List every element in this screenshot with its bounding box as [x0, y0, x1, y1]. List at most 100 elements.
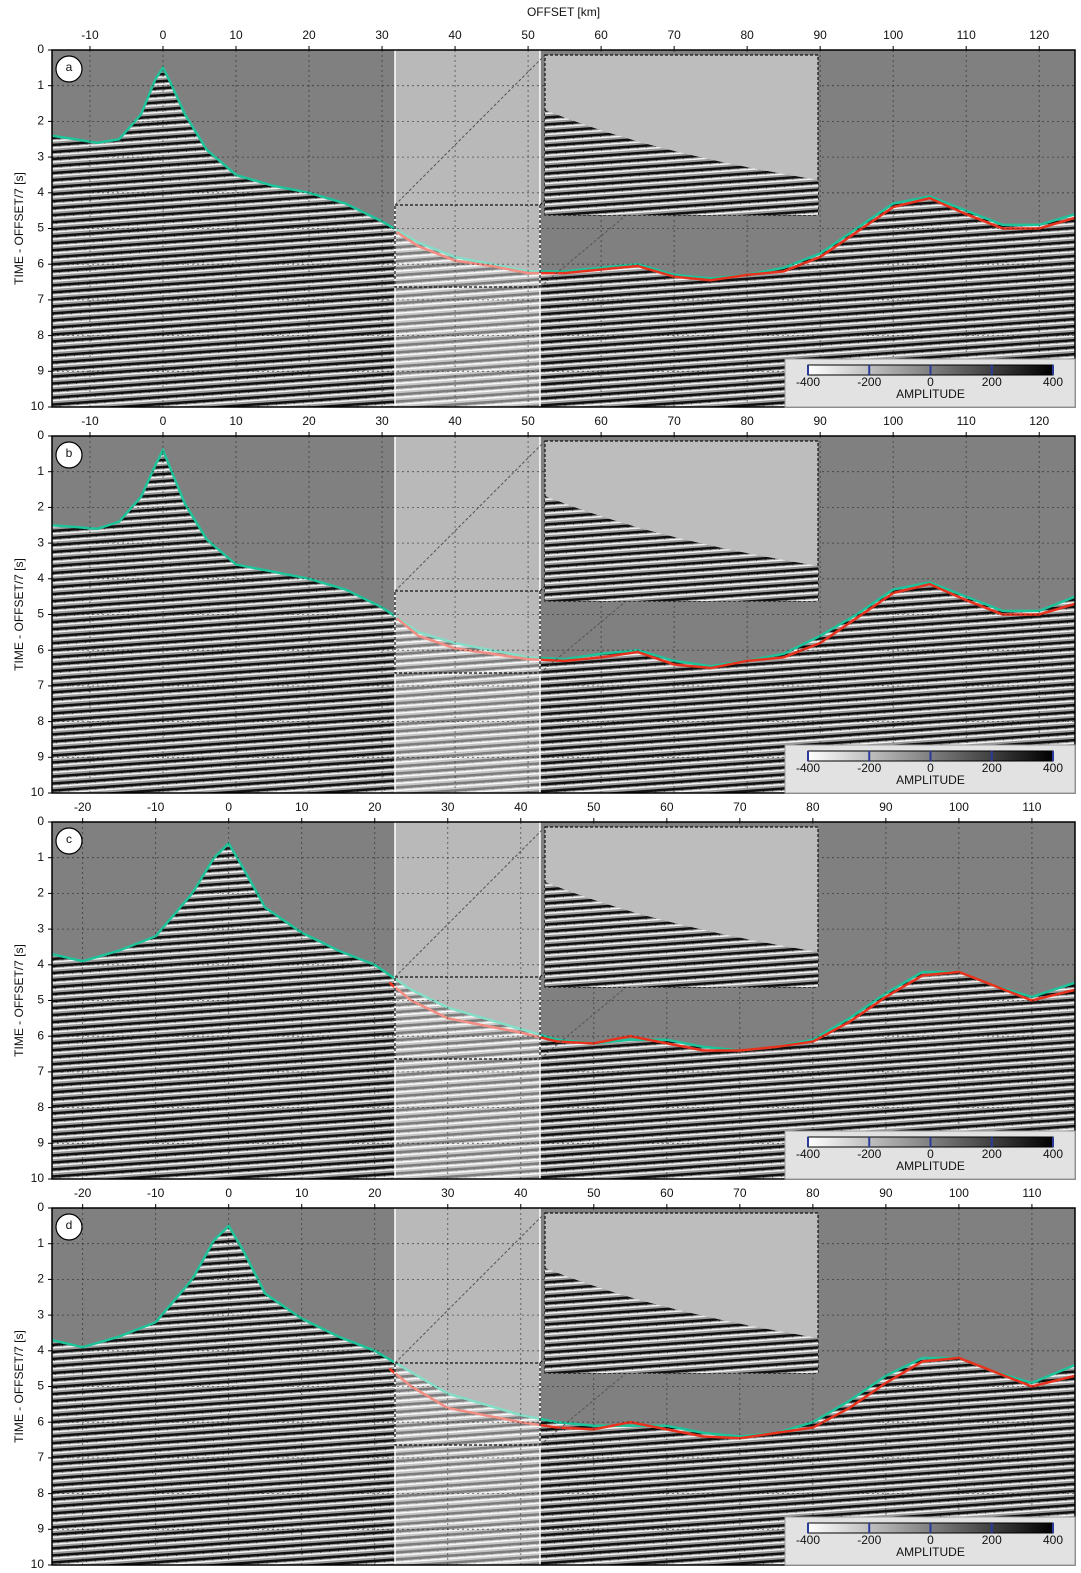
zoom-connector [394, 440, 546, 592]
y-tick-label: 3 [37, 1307, 44, 1321]
colorbar-tick-label: 200 [982, 375, 1002, 389]
y-tick-label: 10 [31, 1557, 45, 1568]
y-tick-label: 9 [37, 363, 44, 377]
y-tick-label: 6 [37, 1028, 44, 1042]
x-tick-label: 30 [441, 1186, 455, 1200]
x-tick-label: -10 [147, 1186, 165, 1200]
colorbar-tick-label: 0 [927, 1533, 934, 1547]
signal-texture [52, 843, 1075, 1179]
colorbar-tick-label: 200 [982, 1147, 1002, 1161]
colorbar-tick-label: 0 [927, 1147, 934, 1161]
y-tick-label: 9 [37, 749, 44, 763]
panel-label: b [66, 446, 73, 460]
panel-label-circle [55, 441, 83, 469]
y-tick-label: 8 [37, 328, 44, 342]
inset-texture [545, 496, 818, 601]
y-tick-label: 7 [37, 1450, 44, 1464]
y-tick-label: 4 [37, 1343, 44, 1357]
colorbar-label: AMPLITUDE [896, 1545, 965, 1559]
y-tick-label: 5 [37, 221, 44, 235]
y-tick-label: 0 [37, 428, 44, 442]
y-tick-label: 1 [37, 464, 44, 478]
x-tick-label: 70 [667, 414, 681, 428]
zoom-source [394, 1362, 541, 1446]
panel-label-circle [55, 827, 83, 855]
x-tick-label: 60 [660, 800, 674, 814]
y-axis-label: TIME - OFFSET/7 [s] [12, 944, 26, 1057]
x-tick-label: 10 [229, 28, 243, 42]
y-tick-label: 2 [37, 500, 44, 514]
y-tick-label: 3 [37, 535, 44, 549]
x-tick-label: 80 [740, 414, 754, 428]
x-tick-label: 40 [514, 1186, 528, 1200]
x-tick-label: 10 [295, 1186, 309, 1200]
x-tick-label: 110 [957, 28, 976, 42]
zoom-source [394, 590, 541, 674]
colorbar-tick-label: -200 [857, 1533, 881, 1547]
x-tick-label: 90 [879, 800, 893, 814]
x-tick-label: 70 [733, 800, 747, 814]
signal-texture [52, 450, 1075, 793]
panel [52, 50, 1075, 407]
x-tick-label: 80 [806, 800, 820, 814]
y-tick-label: 5 [37, 607, 44, 621]
y-tick-label: 9 [37, 1521, 44, 1535]
x-tick-label: 50 [587, 1186, 601, 1200]
x-tick-label: 120 [1029, 414, 1049, 428]
y-tick-label: 6 [37, 642, 44, 656]
x-tick-label: 0 [160, 414, 167, 428]
x-tick-label: 40 [448, 414, 462, 428]
y-tick-label: 7 [37, 678, 44, 692]
x-tick-label: -20 [74, 800, 92, 814]
colorbar-tick-label: 400 [1043, 1533, 1063, 1547]
x-tick-label: 50 [521, 414, 535, 428]
x-tick-label: 70 [667, 28, 681, 42]
y-tick-label: 1 [37, 1236, 44, 1250]
x-tick-label: 50 [587, 800, 601, 814]
panel-label: a [66, 60, 73, 74]
x-tick-label: 20 [368, 800, 382, 814]
y-tick-label: 4 [37, 957, 44, 971]
colorbar-tick-label: 0 [927, 761, 934, 775]
inset-texture [545, 110, 818, 215]
x-tick-label: 30 [441, 800, 455, 814]
panel-label-circle [55, 1213, 83, 1241]
panel [52, 822, 1075, 1179]
panel [52, 436, 1075, 793]
zoom-source [394, 976, 541, 1060]
pick-line [388, 970, 1075, 1052]
x-tick-label: 60 [660, 1186, 674, 1200]
y-tick-label: 0 [37, 42, 44, 56]
zoom-connector [394, 826, 546, 978]
x-tick-label: 90 [879, 1186, 893, 1200]
x-tick-label: 110 [1022, 1186, 1041, 1200]
x-tick-label: 60 [594, 28, 608, 42]
y-tick-label: 10 [31, 785, 45, 799]
x-axis-label: OFFSET [km] [527, 5, 600, 19]
y-tick-label: 3 [37, 921, 44, 935]
y-tick-label: 5 [37, 1379, 44, 1393]
colorbar-tick-label: -200 [857, 761, 881, 775]
colorbar-tick-label: 400 [1043, 761, 1063, 775]
x-tick-label: -10 [81, 414, 99, 428]
y-tick-label: 4 [37, 571, 44, 585]
y-tick-label: 8 [37, 1100, 44, 1114]
x-tick-label: 50 [521, 28, 535, 42]
panel-label: c [66, 832, 72, 846]
pick-line [395, 196, 1075, 282]
x-tick-label: 0 [160, 28, 167, 42]
y-tick-label: 1 [37, 78, 44, 92]
y-tick-label: 8 [37, 1486, 44, 1500]
x-tick-label: 100 [883, 414, 903, 428]
x-tick-label: 0 [225, 800, 232, 814]
x-tick-label: 100 [949, 800, 969, 814]
zoom-connector [394, 1212, 546, 1364]
pick-line [395, 582, 1075, 670]
zoom-connector [539, 1357, 546, 1364]
y-axis-label: TIME - OFFSET/7 [s] [12, 172, 26, 285]
x-tick-label: 90 [813, 28, 827, 42]
x-tick-label: 100 [883, 28, 903, 42]
colorbar-tick-label: 400 [1043, 375, 1063, 389]
x-tick-label: -10 [147, 800, 165, 814]
